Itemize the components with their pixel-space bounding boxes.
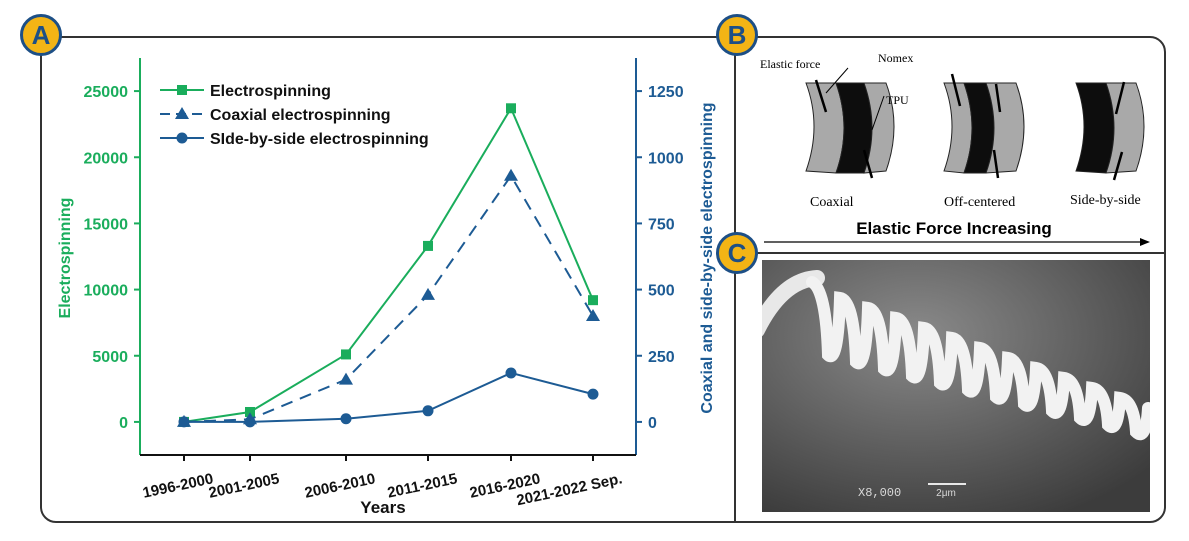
legend-label: SIde-by-side electrospinning	[210, 131, 429, 148]
line-chart: 0 5000 10000 15000 20000 25000 0 250 500 750 1000 1…	[57, 58, 716, 517]
data-point-triangle	[339, 372, 353, 385]
y-tick-label-right: 1000	[648, 150, 684, 167]
label-nomex: Nomex	[878, 51, 913, 65]
y-tick-label-left: 25000	[84, 84, 129, 101]
elastic-force-increasing-label: Elastic Force Increasing	[856, 219, 1052, 238]
label-tpu: TPU	[886, 93, 909, 107]
series-2	[178, 367, 599, 428]
fiber-cross-section-diagram: Elastic force Nomex TPU Coaxial Off-cent…	[760, 51, 1150, 246]
data-point-triangle	[504, 168, 518, 181]
data-point-square	[177, 85, 187, 95]
data-point-square	[588, 295, 598, 306]
data-point-square	[245, 406, 255, 417]
panel-label-c: C	[716, 232, 758, 274]
y-axis-label-right: Coaxial and side-by-side electrospinning	[699, 102, 716, 413]
chart-axes: 0 5000 10000 15000 20000 25000 0 250 500 750 1000 1…	[84, 58, 684, 509]
label-side-by-side: Side-by-side	[1070, 193, 1141, 208]
data-point-square	[423, 240, 433, 251]
y-axis-label-left: Electrospinning	[57, 198, 74, 319]
figure-frame	[40, 36, 1166, 523]
x-tick-label: 2011-2015	[386, 470, 459, 501]
data-point-circle	[176, 132, 188, 144]
panel-divider-vertical	[734, 36, 736, 523]
y-tick-label-right: 500	[648, 283, 675, 300]
label-elastic-force: Elastic force	[760, 57, 820, 71]
x-tick-label: 2001-2005	[207, 470, 281, 502]
off-centered-fiber-shape	[943, 73, 1025, 179]
y-tick-label-left: 0	[119, 415, 128, 432]
y-tick-label-right: 0	[648, 415, 657, 432]
chart-series	[177, 103, 600, 428]
data-point-circle	[340, 413, 352, 425]
data-point-square	[341, 349, 351, 360]
y-tick-label-left: 10000	[84, 283, 129, 300]
sem-magnification: X8,000	[858, 486, 901, 500]
label-off-centered: Off-centered	[944, 195, 1015, 210]
panel-label-b: B	[716, 14, 758, 56]
data-point-square	[506, 103, 516, 114]
chart-legend: Electrospinning Coaxial electrospinning SI…	[160, 83, 429, 148]
data-point-triangle	[175, 107, 189, 119]
legend-label: Coaxial electrospinning	[210, 107, 390, 124]
y-tick-label-right: 250	[648, 349, 675, 366]
side-by-side-fiber-shape	[1075, 81, 1145, 181]
y-tick-label-left: 20000	[84, 150, 129, 167]
series-line	[184, 371, 594, 423]
panel-label-a: A	[20, 14, 62, 56]
y-tick-label-right: 1250	[648, 84, 684, 101]
data-point-circle	[587, 388, 599, 400]
sem-scale-bar-label: 2μm	[936, 488, 956, 499]
x-tick-label: 1996-2000	[141, 470, 215, 502]
series-line	[183, 106, 594, 423]
helical-fiber-image: X8,000 2μm	[762, 260, 1150, 512]
data-point-triangle	[421, 287, 435, 300]
data-point-circle	[422, 405, 434, 417]
sem-micrograph: X8,000 2μm	[762, 260, 1150, 512]
coaxial-fiber-shape	[805, 79, 895, 179]
data-point-triangle	[586, 309, 600, 322]
legend-label: Electrospinning	[210, 83, 331, 100]
x-axis-label: Years	[360, 498, 405, 517]
data-point-circle	[178, 416, 190, 428]
label-coaxial: Coaxial	[810, 195, 854, 210]
data-point-circle	[244, 416, 256, 428]
y-tick-label-left: 15000	[84, 216, 129, 233]
y-tick-label-right: 750	[648, 216, 675, 233]
y-tick-label-left: 5000	[92, 349, 128, 366]
series-line	[183, 173, 594, 423]
panel-divider-horizontal	[734, 252, 1166, 254]
data-point-circle	[505, 367, 517, 379]
